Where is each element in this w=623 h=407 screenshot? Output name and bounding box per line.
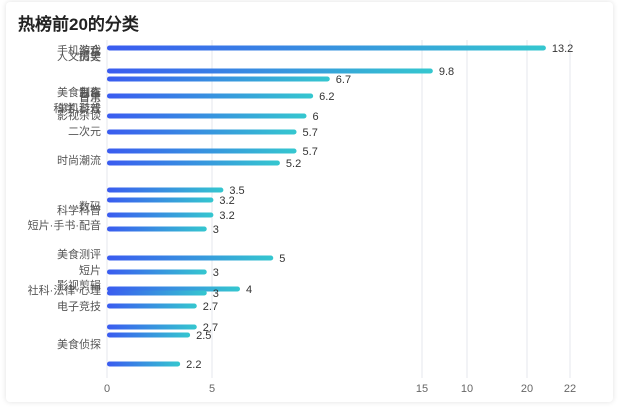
bar-value-label: 3: [213, 224, 219, 236]
category-label: 短片·手书·配音: [28, 218, 101, 232]
bar: [107, 303, 197, 309]
bar-value-label: 6.2: [319, 91, 334, 103]
bar-value-label: 5.2: [286, 158, 301, 170]
x-tick-label: 15: [416, 383, 428, 395]
bar: [107, 197, 214, 203]
bar-value-label: 4: [246, 284, 252, 296]
x-axis-ticks: 0 5 15 10 20 22: [104, 383, 576, 395]
x-tick-label: 5: [209, 383, 215, 395]
bar-value-label: 3.2: [219, 210, 234, 222]
category-label: 美食制作: [57, 85, 101, 99]
bar: [107, 286, 240, 292]
bar-value-label: 2.7: [203, 322, 218, 334]
category-label: 美食侦探: [57, 337, 101, 351]
bar: [107, 45, 546, 51]
category-label: 短片: [79, 263, 101, 277]
bar: [107, 324, 197, 330]
category-label: 科学科普: [57, 203, 101, 217]
grid-lines: [106, 40, 571, 378]
bar: [107, 148, 297, 154]
bar: [107, 290, 207, 296]
category-label: 音乐: [79, 90, 101, 104]
bar-value-label: 13.2: [552, 43, 573, 55]
x-tick-label: 0: [104, 383, 110, 395]
category-label: 鬼畜: [79, 85, 101, 99]
bar: [107, 187, 224, 193]
bar: [107, 269, 207, 275]
bar-value-label: 3: [213, 288, 219, 300]
bar: [107, 76, 330, 82]
category-label: 数码: [79, 200, 101, 213]
category-label: 单机游戏: [57, 101, 101, 115]
bars: 13.29.86.76.265.75.75.23.53.23.2353432.7…: [107, 43, 573, 371]
bar-value-label: 3: [213, 267, 219, 279]
bar: [107, 226, 207, 232]
category-label: 手机游戏: [57, 43, 101, 57]
x-tick-label: 22: [564, 383, 576, 395]
bar-value-label: 9.8: [439, 66, 454, 78]
bar: [107, 361, 181, 367]
category-label: 社科·法律·心理: [28, 283, 101, 297]
bar-value-label: 5: [279, 253, 285, 265]
bar-value-label: 5.7: [303, 127, 318, 139]
bar: [107, 255, 274, 261]
bar: [107, 160, 280, 166]
bar-value-label: 3.5: [229, 185, 244, 197]
category-label: 综合: [79, 43, 101, 57]
category-label: 影视剪辑: [57, 278, 101, 292]
category-label: 日常: [79, 91, 101, 104]
category-label: 美食测评: [57, 247, 101, 261]
x-tick-label: 10: [461, 383, 473, 395]
bar: [107, 93, 314, 99]
category-label: 搞笑: [79, 49, 101, 63]
category-labels: 手机游戏搞笑美食制作日常单机游戏影视杂谈二次元时尚潮流数码科学科普短片·手书·配…: [28, 43, 101, 351]
bar-value-label: 3.2: [219, 195, 234, 207]
category-label: 人文历史: [57, 49, 101, 63]
bar-value-label: 6: [313, 111, 319, 123]
bar: [107, 113, 307, 119]
category-label: 电子竞技: [57, 299, 101, 313]
bar-value-label: 5.7: [303, 146, 318, 158]
category-label: 二次元: [68, 124, 101, 138]
bar-value-label: 2.5: [196, 330, 211, 342]
bar: [107, 212, 214, 218]
category-label: 科学·科普: [53, 101, 101, 115]
x-tick-label: 20: [521, 383, 533, 395]
category-label: 时尚潮流: [57, 153, 101, 167]
bar: [107, 129, 297, 135]
chart-title: 热榜前20的分类: [18, 15, 139, 34]
bar-value-label: 2.2: [186, 359, 201, 371]
bar: [107, 68, 433, 74]
category-label: 影视杂谈: [57, 108, 101, 122]
bar: [107, 332, 191, 338]
bar-value-label: 2.7: [203, 301, 218, 313]
bar-value-label: 6.7: [336, 74, 351, 86]
